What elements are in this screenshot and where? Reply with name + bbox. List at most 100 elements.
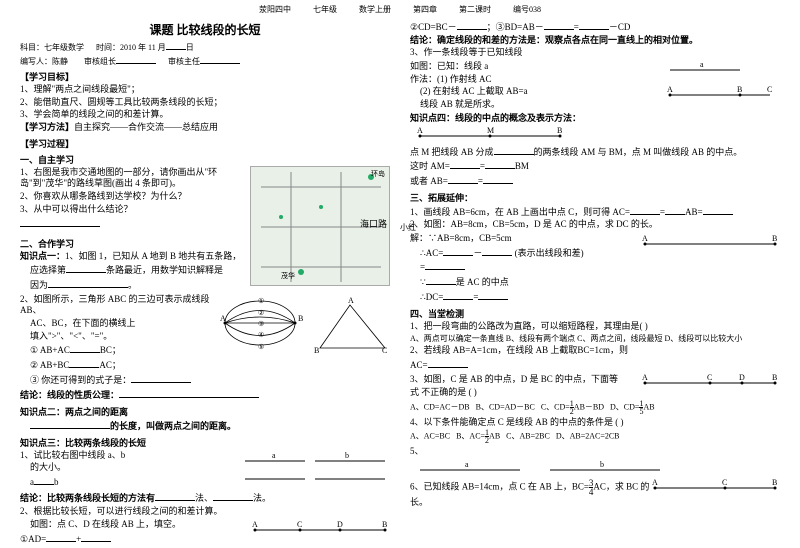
r-mp4b[interactable] xyxy=(485,159,515,169)
reviewer1: 审核组长 xyxy=(84,57,116,66)
hdr-lesson: 第二课时 xyxy=(459,5,491,14)
t-q3a: 3、如图，C 是 AB 的中点，D 是 BC 的中点，下面等 xyxy=(410,374,640,386)
ext-s2b2[interactable] xyxy=(482,246,512,256)
process-heading: 【学习过程】 xyxy=(20,137,390,150)
svg-text:C: C xyxy=(707,373,712,382)
self-ans-blank[interactable] xyxy=(20,217,100,227)
r-q3d: 线段 AB 就是所求。 xyxy=(420,99,660,111)
reviewer2: 审核主任 xyxy=(168,57,200,66)
k1-concl-blank[interactable] xyxy=(119,388,259,398)
rev1-blank[interactable] xyxy=(116,54,156,64)
k2-e1b2[interactable] xyxy=(81,532,111,542)
ext-sol2c: (表示出线段和差) xyxy=(515,248,584,258)
ext-s5b1[interactable] xyxy=(443,290,473,300)
k1-c2blank[interactable] xyxy=(69,358,99,368)
ext-q1b3[interactable] xyxy=(703,205,733,215)
k1-q2a: 2、如图所示，三角形 ABC 的三边可表示成线段 AB、 xyxy=(20,294,212,317)
q6-line-icon: ACB xyxy=(650,478,780,496)
t-q3oCb: AB－BD xyxy=(574,403,604,412)
date-blank[interactable] xyxy=(166,40,186,50)
svg-text:③: ③ xyxy=(258,320,264,328)
segments-ab-icon: a b xyxy=(240,449,390,489)
rev2-blank[interactable] xyxy=(200,54,240,64)
t-q4oC: C、AB=2BC xyxy=(506,432,550,441)
svg-text:①: ① xyxy=(258,297,264,305)
k2-ablank[interactable] xyxy=(34,475,54,485)
ext-s5b2[interactable] xyxy=(478,290,508,300)
r-mp6b[interactable] xyxy=(448,174,478,184)
ext-s2b1[interactable] xyxy=(443,246,473,256)
r-mp2: 的两条线段 AM 与 BM，点 M 叫做线段 AB 的中点。 xyxy=(534,147,743,157)
ext-q2a: 2、如图：AB=8cm，CB=5cm，D 是 AC 的中点，求 DC 的长。 xyxy=(410,219,780,231)
k1-c3a: ③ 你还可得到的式子是： xyxy=(30,375,131,385)
svg-text:a: a xyxy=(465,460,469,469)
person-label: 小红 xyxy=(400,222,416,233)
r-mp1b[interactable] xyxy=(494,145,534,155)
k2-defblank[interactable] xyxy=(30,419,110,429)
k1-c3blank[interactable] xyxy=(131,373,191,383)
q5-segments-icon: a b xyxy=(410,458,670,478)
self-heading: 一、自主学习 xyxy=(20,153,390,166)
hdr-subject: 数学上册 xyxy=(359,5,391,14)
k2-concl: 结论：比较两条线段长短的方法有 xyxy=(20,493,155,503)
t-q3oDa: D、CD= xyxy=(610,403,639,412)
svg-text:A: A xyxy=(642,234,648,243)
hdr-grade: 七年级 xyxy=(313,5,337,14)
ext-s4b[interactable] xyxy=(426,275,456,285)
r-e2ab[interactable] xyxy=(457,20,487,30)
k3-heading: 知识点三：比较两条线段的长短 xyxy=(20,436,390,449)
k2-q1b: 的大小。 xyxy=(30,462,234,474)
left-column: 课题 比较线段的长短 科目：七年级数学 时间：2010 年 11 月日 编写人：… xyxy=(20,19,390,547)
r-e2b: ；③BD=AB－ xyxy=(487,22,544,32)
k1-c1a: ① AB+AC xyxy=(30,345,70,355)
t-q2blank[interactable] xyxy=(428,358,468,368)
svg-text:D: D xyxy=(337,520,343,529)
svg-text:A: A xyxy=(652,478,658,487)
ext-q1b2[interactable] xyxy=(665,205,685,215)
svg-text:b: b xyxy=(345,451,349,460)
r-e2bb[interactable] xyxy=(544,20,574,30)
goal-2: 2、能借助直尺、圆规等工具比较两条线段的长短； xyxy=(20,97,390,109)
r-mp7b[interactable] xyxy=(483,174,513,184)
ext-s3b[interactable] xyxy=(425,260,465,270)
goal-heading: 【学习目标】 xyxy=(20,70,390,83)
svg-text:④: ④ xyxy=(258,331,264,339)
r-e2cb[interactable] xyxy=(579,20,609,30)
svg-text:B: B xyxy=(314,346,319,355)
svg-text:B: B xyxy=(772,234,777,243)
r-mp3b[interactable] xyxy=(450,159,480,169)
k2-q2b: 如图：点 C、D 在线段 AB 上，填空。 xyxy=(30,519,250,531)
method-text: 自主探究——合作交流——总结应用 xyxy=(74,122,218,132)
r-kp: 知识点四：线段的中点的概念及表示方法： xyxy=(410,113,581,123)
r-mp1: 点 M 把线段 AB 分成 xyxy=(410,147,494,157)
ext-sol4b: 是 AC 的中点 xyxy=(456,277,509,287)
k2-cb2[interactable] xyxy=(213,491,253,501)
t-q1a: 1、把一段弯曲的公路改为直路，可以缩短路程，其理由是( ) xyxy=(410,321,780,333)
k1-q2b: AC、BC，在下面的横线上 xyxy=(30,318,212,330)
k2-cb1[interactable] xyxy=(155,491,195,501)
construct-segment-icon: a A B C xyxy=(660,60,780,105)
svg-text:⑤: ⑤ xyxy=(258,343,264,351)
k1-q1a: 1、如图 1，已知从 A 地到 B 地共有五条路， xyxy=(65,251,241,261)
q3-line-icon: ACDB xyxy=(640,373,780,391)
k1-c1blank[interactable] xyxy=(70,343,100,353)
k1-c2b: AC； xyxy=(99,360,121,370)
lesson-title: 课题 比较线段的长短 xyxy=(20,21,390,38)
line-acdb-icon: ACDB xyxy=(250,518,390,538)
ext-q1b1[interactable] xyxy=(630,205,660,215)
r-q3b: 作法：(1) 作射线 AC xyxy=(410,74,660,86)
k2-e1b1[interactable] xyxy=(46,532,76,542)
svg-text:C: C xyxy=(722,478,727,487)
method-heading: 【学习方法】 xyxy=(20,122,74,132)
svg-text:C: C xyxy=(382,346,387,355)
t-q3oA: A、CD=AC－DB xyxy=(410,403,470,412)
svg-text:A: A xyxy=(252,520,258,529)
svg-text:b: b xyxy=(600,460,604,469)
r-concl: 结论：确定线段的和差的方法是：观察点各点在同一直线上的相对位置。 xyxy=(410,35,698,45)
t-q4oBb: AB xyxy=(489,432,500,441)
map-maohua: 茂华 xyxy=(281,271,295,281)
k1-q1b: 应选择第 xyxy=(30,265,66,275)
k1-b2[interactable] xyxy=(48,278,128,288)
map-huandao: 环岛 xyxy=(371,169,385,179)
k1-b1[interactable] xyxy=(66,263,106,273)
